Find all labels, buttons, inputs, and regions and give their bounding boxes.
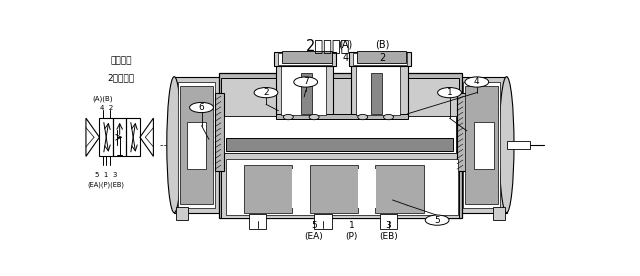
Text: 5: 5: [435, 216, 440, 225]
Circle shape: [294, 77, 317, 87]
Bar: [278, 53, 332, 65]
Ellipse shape: [284, 115, 293, 120]
Text: (EA): (EA): [305, 232, 323, 241]
Bar: [187, 122, 207, 169]
Bar: [463, 82, 500, 208]
Bar: [127, 118, 140, 156]
Text: 2位双电控: 2位双电控: [108, 73, 135, 82]
Text: 6: 6: [198, 103, 204, 112]
Bar: [349, 52, 412, 66]
Bar: [174, 77, 221, 213]
Bar: [176, 207, 188, 220]
Text: (A)(B): (A)(B): [93, 96, 113, 102]
Text: 4: 4: [474, 78, 479, 86]
Bar: [219, 73, 462, 218]
Bar: [227, 138, 454, 151]
Bar: [276, 62, 333, 118]
Bar: [310, 165, 358, 213]
Bar: [351, 62, 408, 118]
Text: (P): (P): [346, 232, 358, 241]
Bar: [99, 118, 113, 156]
Text: 7: 7: [303, 78, 308, 86]
Ellipse shape: [309, 115, 319, 120]
Text: 5  1  3: 5 1 3: [95, 172, 117, 178]
Bar: [281, 66, 326, 115]
Bar: [353, 53, 407, 65]
Bar: [227, 158, 458, 215]
Ellipse shape: [499, 77, 514, 213]
Bar: [474, 122, 494, 169]
Bar: [180, 86, 213, 204]
Text: 1: 1: [349, 221, 355, 230]
Bar: [375, 165, 424, 213]
Text: 1: 1: [447, 88, 452, 97]
Bar: [248, 214, 266, 229]
Bar: [178, 82, 216, 208]
Circle shape: [254, 87, 278, 98]
Circle shape: [189, 102, 213, 113]
Ellipse shape: [383, 115, 394, 120]
Text: 2位双电控: 2位双电控: [306, 38, 350, 54]
Bar: [507, 141, 531, 149]
Bar: [224, 116, 456, 153]
Bar: [215, 93, 224, 171]
Bar: [356, 66, 401, 115]
Ellipse shape: [167, 77, 182, 213]
Bar: [275, 52, 337, 66]
Bar: [282, 51, 332, 63]
Bar: [314, 214, 332, 229]
Circle shape: [438, 87, 461, 98]
Ellipse shape: [358, 115, 367, 120]
Bar: [460, 77, 507, 213]
Text: 3: 3: [386, 221, 392, 230]
Bar: [244, 165, 292, 213]
Circle shape: [465, 77, 489, 87]
Circle shape: [425, 215, 449, 225]
Bar: [221, 151, 460, 218]
Bar: [493, 207, 505, 220]
Bar: [301, 73, 312, 114]
Bar: [356, 51, 406, 63]
Text: (EB): (EB): [379, 232, 398, 241]
Text: 2: 2: [380, 52, 386, 63]
Bar: [113, 118, 127, 156]
Text: (A): (A): [338, 40, 353, 50]
Bar: [457, 93, 466, 171]
Bar: [276, 114, 408, 119]
Bar: [380, 214, 397, 229]
Bar: [371, 73, 382, 114]
Bar: [465, 86, 498, 204]
Text: (B): (B): [376, 40, 390, 50]
Text: 2: 2: [263, 88, 269, 97]
Text: 4  2: 4 2: [100, 105, 113, 111]
Bar: [292, 169, 310, 208]
Text: 4: 4: [342, 52, 348, 63]
Text: 图形符号: 图形符号: [111, 56, 132, 65]
Bar: [221, 78, 460, 154]
Bar: [358, 169, 376, 208]
Text: (EA)(P)(EB): (EA)(P)(EB): [88, 182, 125, 189]
Text: 5: 5: [311, 221, 317, 230]
